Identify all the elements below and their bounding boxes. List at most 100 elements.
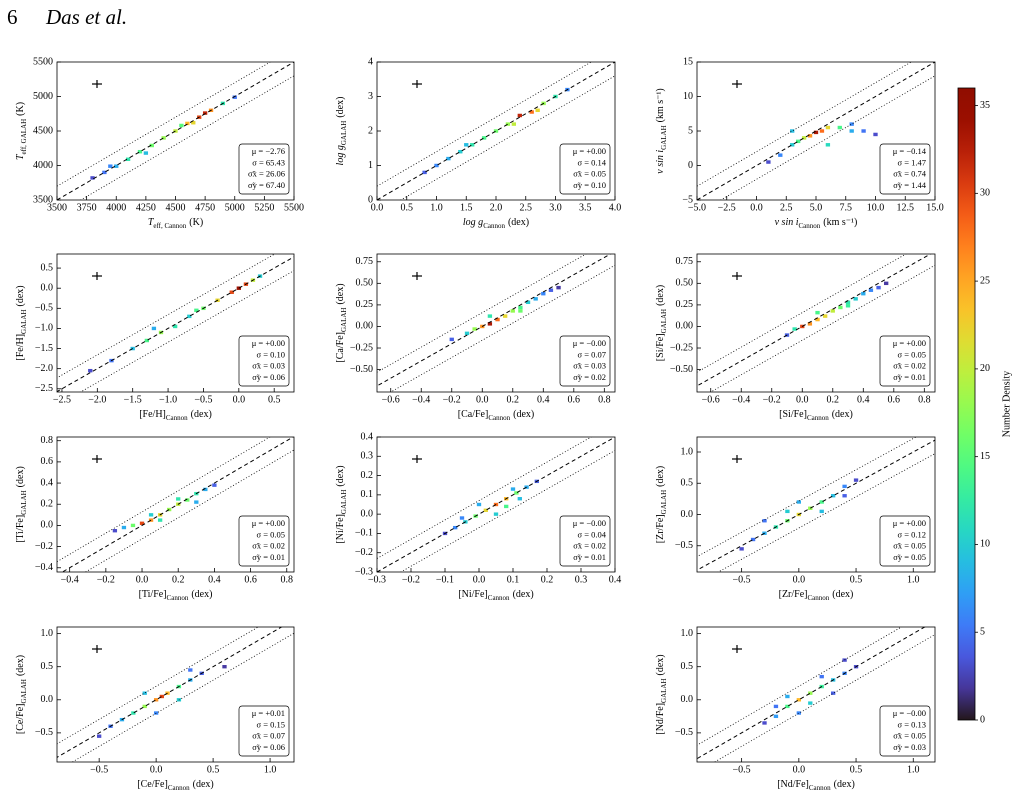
y-axis-label: log gGALAH (dex) [335,97,347,166]
density-cell [785,694,790,699]
stats-line: σ̃y = 0.06 [252,372,285,382]
x-tick-label: 1.5 [460,202,473,213]
stats-line: σ = 0.05 [256,529,285,539]
plot-area [697,437,935,572]
density-cell [112,529,118,533]
offset-line [79,75,294,200]
density-cell [876,285,881,290]
x-axis-label: [Zr/Fe]Cannon (dex) [779,589,854,601]
density-cell [511,122,517,126]
y-tick-label: 0.0 [41,520,54,531]
x-tick-label: 4.0 [609,202,622,213]
stats-line: σ̃x = 0.02 [893,361,926,371]
x-tick-label: 0.8 [918,394,931,405]
axes-frame [696,436,936,573]
y-tick-label: 5 [688,125,693,136]
density-cell [837,125,842,130]
x-tick-label: 0.1 [507,574,520,585]
density-cell [176,497,181,501]
density-cell [143,151,149,155]
density-cell [142,704,147,709]
offset-line [697,437,917,558]
panel: −2.5 −2.0 −1.5 −1.0 −0.5 0.0 0.5 −2.5 −2.0 −1.5 −1… [35,253,295,405]
density-cell [149,143,154,148]
density-cell [845,304,851,308]
density-cell [842,494,847,498]
axes-frame [56,626,295,763]
y-axis-label-unit: (dex) [15,655,26,676]
y-axis-label: [Fe/H]GALAH (dex) [15,285,27,360]
stats-line: μ = −0.00 [573,338,606,348]
density-cell [476,502,482,507]
x-tick-label: 0.5 [207,764,220,775]
stats-line: σ = 0.04 [577,529,606,539]
plot-area [57,627,294,762]
density-cell [808,701,813,705]
one-to-one-line [377,437,615,572]
plot-area [57,437,294,572]
y-axis-label-unit: (dex) [15,285,26,306]
x-tick-label: 0.2 [172,574,185,585]
y-axis-label-unit: (km s⁻¹) [655,88,666,122]
y-tick-label: 0.5 [681,661,694,672]
x-tick-label: 0.4 [857,394,870,405]
x-axis-label: Teff, Cannon (K) [148,217,203,229]
y-tick-label: 0.4 [41,477,54,488]
density-cell [449,337,454,342]
x-axis-label: [Ce/Fe]Cannon (dex) [137,779,213,791]
y-tick-label: 0.3 [361,451,374,462]
x-tick-label: 0.2 [541,574,554,585]
density-cell [525,300,531,305]
x-tick-label: −0.5 [733,764,751,775]
x-tick-label: 5.0 [810,202,823,213]
y-tick-label: 0.5 [41,661,54,672]
stats-line: σ = 0.10 [256,349,285,359]
offset-line [717,453,935,572]
y-tick-label: 0 [688,160,693,171]
density-cell [434,163,439,168]
density-cell [533,297,538,301]
y-axis-label-base: log g [335,145,346,165]
x-tick-label: 0.0 [796,394,809,405]
axes-frame [696,253,936,393]
y-axis-label-sub: GALAH [20,309,28,334]
y-axis-label-sub: GALAH [340,308,348,333]
x-axis-label: log gCannon (dex) [463,217,529,229]
density-cell [807,134,813,138]
x-axis-label-base: [Si/Fe] [779,409,807,420]
stats-line: σ̃y = 0.06 [252,742,285,752]
y-tick-label: −2.5 [35,383,53,394]
x-tick-label: 0.5 [850,764,863,775]
x-axis-label-unit: (km s⁻¹) [823,217,857,228]
stats-box [238,705,290,757]
stats-box [238,515,290,567]
page-number: 6 [7,5,18,29]
x-tick-label: 1.0 [907,764,920,775]
y-axis-label-unit: (dex) [655,466,666,487]
x-axis-label: [Ni/Fe]Cannon (dex) [458,589,533,601]
offset-line [377,62,592,187]
y-axis-label-base: [Fe/H] [15,334,26,361]
x-tick-label: −2.5 [718,202,736,213]
density-cell [495,317,500,322]
x-axis-label-sub: Cannon [807,414,829,422]
offset-line [57,437,271,563]
x-tick-label: 2.5 [780,202,793,213]
stats-line: μ = −0.00 [893,708,926,718]
y-tick-label: 0.5 [41,262,54,273]
x-tick-label: 0.0 [233,394,246,405]
x-axis-label-sub: Cannon [488,414,510,422]
y-tick-label: −0.5 [35,727,53,738]
y-tick-label: −1.0 [35,323,53,334]
x-axis-label-sub: Cannon [809,784,831,792]
density-cell [853,297,858,301]
x-axis-label-unit: (dex) [191,589,212,600]
y-axis-label-sub: GALAH [660,309,668,334]
x-tick-label: 7.5 [840,202,853,213]
density-cell [232,95,237,99]
stats-line: σ̃y = 67.40 [248,180,285,190]
y-tick-label: −2.0 [35,363,53,374]
stats-line: σ̃x = 0.02 [252,541,285,551]
y-axis-label-base: T [15,153,26,160]
x-tick-label: 5500 [284,202,304,213]
